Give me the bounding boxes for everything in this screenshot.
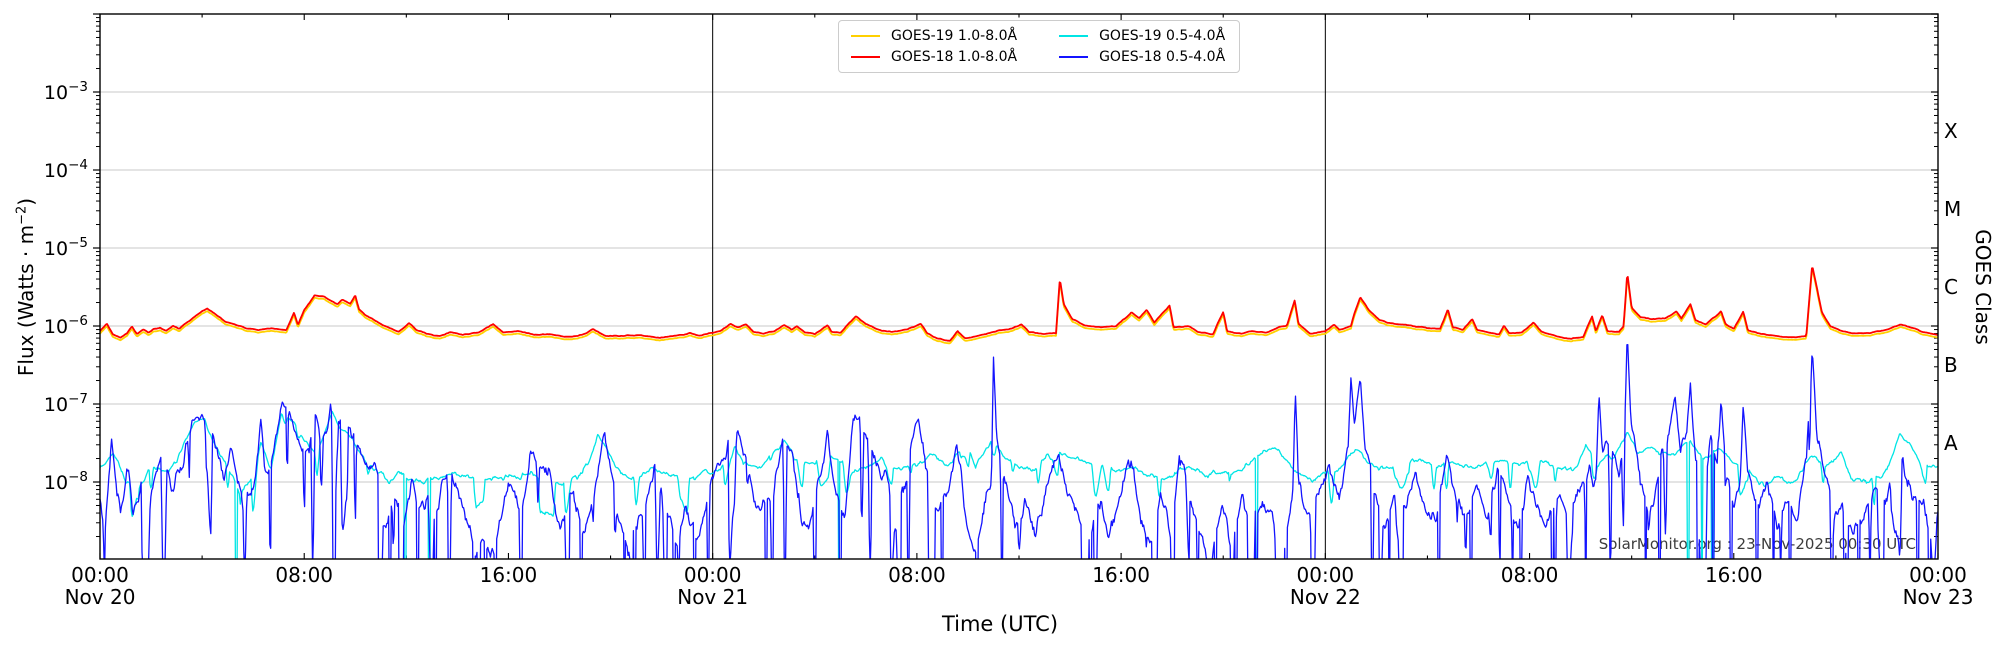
series-goes-18-1-0-8-0 [100, 267, 1938, 342]
series-layer [100, 267, 1938, 559]
y-tick-label: 10−6 [44, 313, 88, 338]
right-axis-title: GOES Class [1971, 229, 1995, 345]
day-label: Nov 20 [65, 585, 136, 609]
legend-item: GOES-19 0.5-4.0Å [1059, 27, 1225, 45]
goes-class-label: A [1944, 431, 1958, 455]
goes-class-label: B [1944, 353, 1958, 377]
y-axis-title-sup: −2 [14, 205, 30, 225]
y-tick-label: 10−7 [44, 391, 88, 416]
x-tick-label: 16:00 [1705, 563, 1763, 587]
legend-swatch-line [851, 56, 880, 58]
legend-item: GOES-19 1.0-8.0Å [851, 27, 1017, 45]
x-tick-label: 08:00 [888, 563, 946, 587]
axis-layer: 10−3 10−4 10−5 10−6 10−7 10−8 00:00 08:00 16:00 0… [44, 13, 1974, 609]
legend-label: GOES-19 1.0-8.0Å [891, 28, 1018, 44]
plot-frame [99, 13, 1939, 560]
legend-item: GOES-18 0.5-4.0Å [1059, 48, 1225, 66]
y-tick-label: 10−4 [44, 157, 88, 182]
goes-class-label: C [1944, 275, 1958, 299]
legend-label: GOES-19 0.5-4.0Å [1099, 28, 1226, 44]
frame-layer [99, 13, 1939, 560]
y-tick-label: 10−5 [44, 235, 88, 260]
goes-class-label: M [1944, 197, 1961, 221]
x-axis-title: Time (UTC) [941, 612, 1059, 636]
legend-swatch-line [1059, 35, 1089, 37]
series-goes-19-0-5-4-0 [100, 410, 1938, 559]
grid-layer [100, 14, 1938, 559]
legend: GOES-19 1.0-8.0Å GOES-18 1.0-8.0Å GOES-19 … [838, 20, 1241, 73]
y-axis-title: Flux (Watts · m−2) [14, 198, 38, 376]
x-tick-label: 16:00 [1092, 563, 1150, 587]
x-tick-label: 00:00 [1909, 563, 1967, 587]
legend-label: GOES-18 1.0-8.0Å [891, 49, 1018, 65]
day-label: Nov 22 [1290, 585, 1361, 609]
legend-label: GOES-18 0.5-4.0Å [1099, 49, 1226, 65]
legend-item: GOES-18 1.0-8.0Å [851, 48, 1017, 66]
y-axis-title-suffix: ) [14, 197, 38, 206]
legend-swatch-line [1059, 56, 1089, 58]
day-label: Nov 21 [677, 585, 748, 609]
goes-class-label: X [1944, 119, 1958, 143]
legend-swatch-line [851, 35, 880, 37]
y-tick-label: 10−8 [44, 469, 88, 494]
day-label: Nov 23 [1903, 585, 1974, 609]
x-tick-label: 08:00 [275, 563, 333, 587]
x-tick-label: 08:00 [1501, 563, 1559, 587]
series-goes-18-0-5-4-0 [100, 343, 1938, 559]
x-tick-label: 16:00 [480, 563, 538, 587]
x-tick-label: 00:00 [684, 563, 742, 587]
y-tick-label: 10−3 [44, 79, 88, 104]
y-axis-title-text: Flux (Watts · m [14, 224, 38, 377]
x-tick-label: 00:00 [71, 563, 129, 587]
series-goes-19-1-0-8-0 [100, 269, 1938, 345]
x-tick-label: 00:00 [1297, 563, 1355, 587]
